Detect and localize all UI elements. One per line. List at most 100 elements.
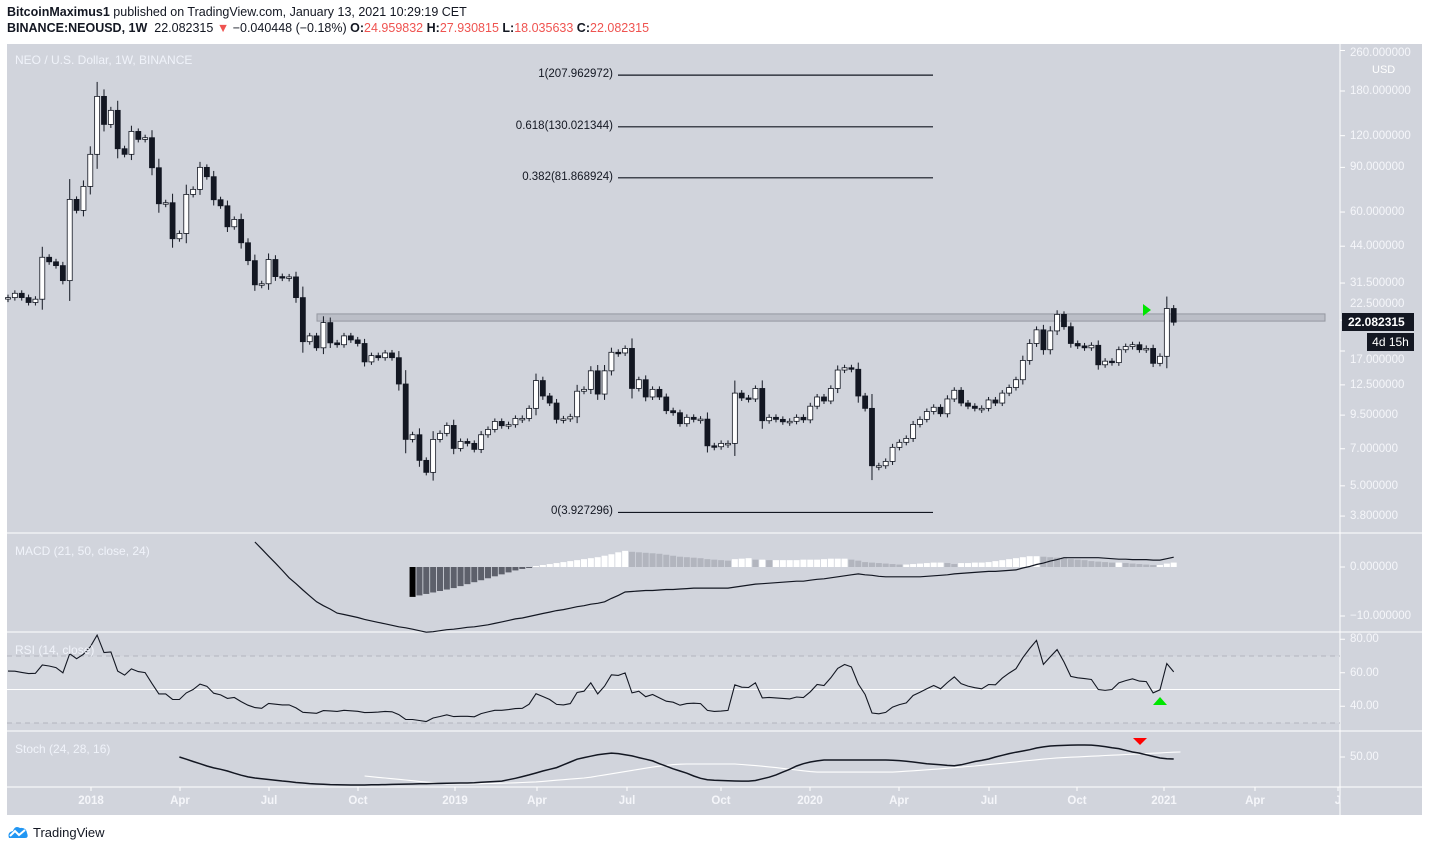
candle-body (567, 416, 574, 420)
candle-body (635, 379, 642, 389)
macd-histogram-bar (1081, 560, 1088, 567)
macd-histogram-bar (971, 562, 978, 567)
candle-body (1033, 329, 1040, 344)
candle-body (437, 432, 443, 440)
candle-body (725, 442, 731, 446)
candle-body (101, 95, 107, 125)
candle-body (135, 131, 142, 140)
macd-axis-label: −10.000000 (1350, 610, 1412, 622)
time-axis-label: 2019 (442, 795, 468, 807)
macd-title: MACD (21, 50, close, 24) (15, 544, 150, 558)
candle-body (821, 396, 827, 402)
macd-histogram-bar (676, 556, 683, 567)
rsi-title: RSI (14, close) (15, 643, 95, 657)
macd-histogram-bar (635, 552, 642, 567)
candle-body (347, 335, 354, 341)
macd-histogram-bar (649, 553, 656, 567)
candle-body (896, 441, 903, 448)
macd-histogram-bar (1163, 563, 1170, 567)
candle-body (560, 418, 567, 421)
candle-body (683, 416, 690, 425)
candle-body (718, 442, 725, 448)
triangle-down-icon: ▼ (216, 21, 230, 35)
macd-histogram-bar (1108, 562, 1115, 567)
open-value: 24.959832 (364, 21, 424, 35)
stoch-k-line (179, 744, 1174, 786)
price-axis-label: 90.000000 (1350, 161, 1405, 174)
candle-body (1170, 308, 1177, 323)
candle-body (450, 425, 457, 449)
candle-body (18, 292, 25, 299)
price-axis-label: 9.500000 (1350, 409, 1398, 422)
candle-body (382, 352, 389, 359)
macd-histogram-bar (820, 559, 827, 567)
time-axis-label: Jul (980, 795, 998, 807)
publisher-name[interactable]: BitcoinMaximus1 (7, 5, 110, 19)
macd-axis-label: 0.000000 (1350, 561, 1398, 573)
candle-body (114, 109, 121, 150)
price-change: −0.040448 (−0.18%) (232, 21, 347, 35)
close-label: C: (576, 21, 590, 35)
candle-body (183, 194, 190, 234)
macd-histogram-bar (587, 558, 594, 567)
candle-body (711, 445, 718, 448)
candle-body (11, 292, 18, 299)
price-axis-label: 44.000000 (1350, 240, 1405, 253)
candle-body (142, 137, 149, 140)
candle-body (958, 389, 965, 404)
macd-histogram-bar (724, 560, 731, 567)
rsi-axis-label: 40.00 (1350, 700, 1379, 713)
candle-body (505, 424, 512, 427)
macd-histogram-bar (1150, 565, 1157, 567)
candle-body (587, 370, 594, 390)
time-axis-label: 2021 (1151, 795, 1177, 807)
time-axis-label: Apr (170, 795, 190, 807)
macd-histogram-bar (999, 560, 1006, 567)
tradingview-cloud-icon (8, 827, 28, 838)
candle-body (800, 416, 807, 421)
macd-histogram-bar (731, 559, 738, 567)
tradingview-logo[interactable]: TradingView (7, 824, 105, 840)
candle-body (238, 219, 245, 244)
macd-histogram-bar (1143, 564, 1150, 567)
macd-histogram-bar (807, 559, 814, 567)
candle-body (642, 379, 649, 398)
candle-body (375, 355, 382, 359)
candle-body (190, 188, 197, 195)
candle-body (944, 398, 951, 415)
last-price: 22.082315 (154, 21, 214, 35)
chart-area[interactable] (7, 44, 1422, 815)
macd-histogram-bar (1170, 562, 1177, 567)
macd-histogram-bar (923, 563, 930, 567)
publish-info: BitcoinMaximus1 published on TradingView… (7, 5, 467, 19)
candle-body (478, 434, 485, 450)
macd-histogram-bar (683, 557, 690, 567)
candle-body (1074, 343, 1081, 347)
candle-body (32, 298, 39, 303)
macd-histogram-bar (663, 554, 670, 567)
bar-countdown: 4d 15h (1367, 333, 1414, 351)
candle-body (1122, 346, 1129, 351)
high-value: 27.930815 (439, 21, 499, 35)
macd-histogram-bar (690, 557, 697, 567)
macd-histogram-bar (772, 560, 779, 567)
fib-level-label: 0.618(130.021344) (515, 119, 613, 132)
macd-histogram-bar (951, 564, 958, 567)
candle-body (416, 434, 423, 461)
candle-body (361, 343, 368, 363)
candle-body (423, 459, 430, 473)
macd-histogram-bar (546, 564, 553, 567)
macd-histogram-bar (759, 559, 766, 567)
candle-body (1143, 348, 1150, 351)
candle-body (1019, 360, 1026, 381)
candle-body (793, 416, 800, 422)
candle-body (272, 259, 279, 277)
candle-body (128, 131, 135, 155)
price-axis-label: 3.800000 (1350, 510, 1398, 523)
macd-histogram-bar (436, 567, 443, 592)
macd-histogram-bar (1026, 556, 1033, 567)
candle-body (807, 405, 814, 421)
candle-body (704, 418, 711, 447)
macd-histogram-bar (409, 567, 416, 597)
